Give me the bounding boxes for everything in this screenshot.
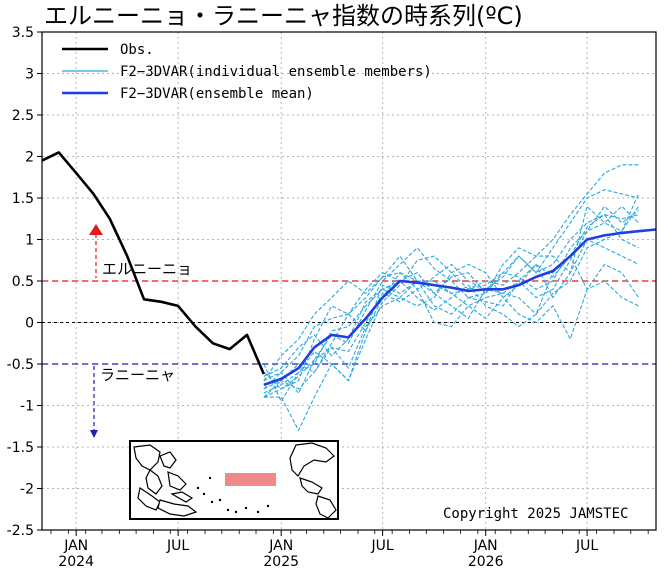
ensemble-member-line <box>263 255 639 394</box>
ensemble-member-line <box>263 214 639 398</box>
ensemble-member-line <box>263 205 639 390</box>
x-tick-label-year: 2024 <box>58 554 94 570</box>
nino3-region-box <box>225 473 276 486</box>
y-axis: 3.5 3 2.5 2 1.5 1 0.5 0 -0.5 -1 -1.5 -2 -2.5 <box>7 25 42 539</box>
x-tick-label-year: 2026 <box>468 554 504 570</box>
x-tick-label-year: 2025 <box>263 554 299 570</box>
y-tick-label: 1.5 <box>12 191 34 207</box>
y-tick-label: 3.5 <box>12 25 34 41</box>
elnino-arrow-head <box>89 224 103 235</box>
ensemble-member-line <box>263 213 639 377</box>
legend-members-label: F2−3DVAR(individual ensemble members) <box>120 64 432 80</box>
ensemble-member-line <box>263 238 639 395</box>
plot-frame <box>41 31 657 531</box>
ensemble-member-line <box>263 205 639 403</box>
elnino-annotation: エルニーニョ <box>89 224 192 278</box>
inset-map-islands <box>196 476 270 514</box>
ensemble-member-line <box>263 193 640 432</box>
ensemble-member-line <box>263 189 639 381</box>
ensemble-mean-line <box>263 228 657 387</box>
y-tick-label: -0.5 <box>7 357 34 373</box>
inset-map <box>129 440 339 520</box>
y-tick-label: 0 <box>25 316 34 332</box>
x-tick-label-month: JUL <box>371 538 394 554</box>
y-tick-label: 3 <box>25 67 34 83</box>
y-tick-label: 0.5 <box>12 274 34 290</box>
y-tick-label: 2.5 <box>12 108 34 124</box>
x-tick-label-month: JUL <box>575 538 598 554</box>
series-lines <box>41 151 657 387</box>
x-tick-label-month: JAN <box>268 538 293 554</box>
ensemble-member-line <box>263 263 640 398</box>
lanina-annotation: ラニーニャ <box>90 366 175 438</box>
y-tick-label: 1 <box>25 233 34 249</box>
y-tick-label: 2 <box>25 150 34 166</box>
x-tick-label-month: JAN <box>473 538 498 554</box>
legend: Obs. F2−3DVAR(individual ensemble member… <box>62 42 432 102</box>
y-tick-label: -2 <box>20 482 34 498</box>
y-tick-label: -2.5 <box>7 523 34 539</box>
ensemble-members <box>263 164 640 432</box>
elnino-label: エルニーニョ <box>102 260 192 278</box>
inset-map-landmasses <box>133 442 337 519</box>
lanina-label: ラニーニャ <box>100 366 175 384</box>
x-tick-label-month: JUL <box>166 538 189 554</box>
legend-obs-label: Obs. <box>120 42 154 58</box>
ensemble-member-line <box>263 205 640 390</box>
legend-mean-label: F2−3DVAR(ensemble mean) <box>120 86 314 102</box>
x-tick-label-month: JAN <box>63 538 88 554</box>
lanina-arrow-head <box>90 430 98 438</box>
y-tick-label: -1.5 <box>7 440 34 456</box>
y-tick-label: -1 <box>20 399 34 415</box>
chart-title: エルニーニョ・ラニーニャ指数の時系列(ºC) <box>44 2 523 30</box>
obs-line <box>41 151 265 375</box>
threshold-lines <box>42 280 656 365</box>
copyright-text: Copyright 2025 JAMSTEC <box>443 506 628 522</box>
